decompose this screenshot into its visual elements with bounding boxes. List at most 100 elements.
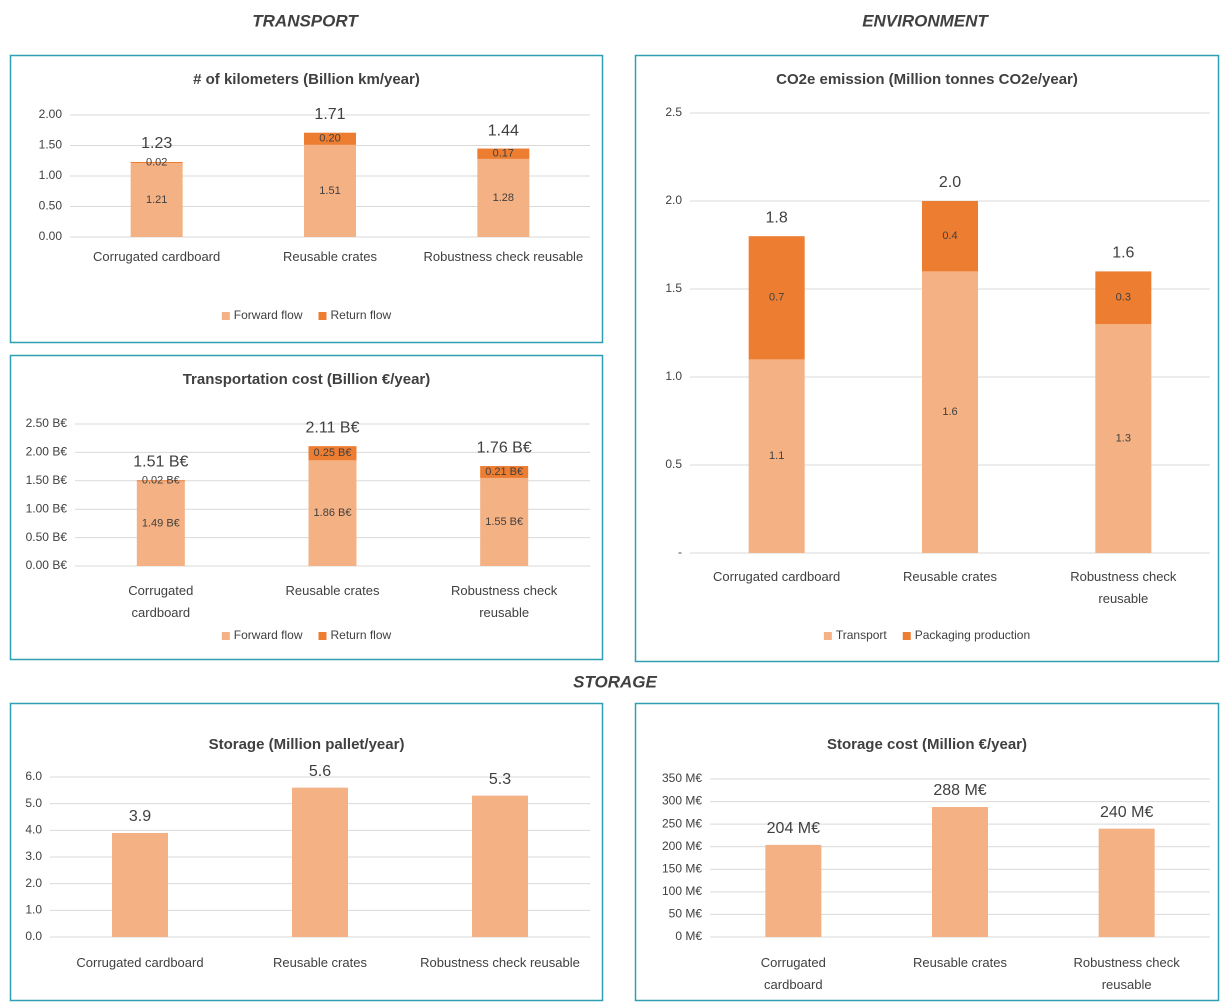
value-label: 1.55 B€ xyxy=(485,516,523,528)
value-label: 1.49 B€ xyxy=(142,518,180,530)
chart-title: Storage (Million pallet/year) xyxy=(209,736,405,753)
value-label: 0.21 B€ xyxy=(485,466,523,478)
x-tick-label: Robustness check reusable xyxy=(420,955,580,970)
x-tick-label-box: Corrugated cardboard xyxy=(76,955,204,970)
y-tick-label: 1.50 B€ xyxy=(26,473,68,487)
section-heading: TRANSPORT xyxy=(252,11,359,30)
value-label: 0.02 xyxy=(146,156,167,168)
y-tick-label: 2.00 xyxy=(39,107,63,121)
value-label: 204 M€ xyxy=(767,820,820,837)
bar xyxy=(292,787,348,937)
legend-label: Return flow xyxy=(330,308,391,322)
chart-title: Transportation cost (Billion €/year) xyxy=(183,371,431,388)
y-tick-label: 2.0 xyxy=(665,193,682,207)
bar-segment xyxy=(477,158,530,237)
bar-segment xyxy=(1095,324,1152,553)
value-label: 0.17 xyxy=(493,148,514,160)
x-tick-label-box: Corrugated cardboard xyxy=(713,569,841,584)
bar-segment xyxy=(308,446,357,461)
x-tick-label: Robustness check reusable xyxy=(1070,569,1177,606)
y-tick-label: 0.00 xyxy=(39,229,63,243)
x-tick-label: Corrugated cardboard xyxy=(713,569,841,584)
legend-swatch xyxy=(318,632,327,640)
x-tick-label: Corrugated cardboard xyxy=(76,955,204,970)
bar-segment xyxy=(136,481,185,566)
legend-swatch xyxy=(221,632,230,640)
value-label: 5.3 xyxy=(489,771,511,788)
bar-segment xyxy=(1095,271,1152,325)
bar-segment xyxy=(748,359,805,553)
bar-segment xyxy=(922,271,978,553)
total-label: 1.71 xyxy=(314,106,345,123)
legend: Forward flow Return flow xyxy=(221,628,392,642)
x-tick-label-box: Robustness check reusable xyxy=(1070,569,1177,606)
x-tick-label-box: Robustness check reusable xyxy=(423,249,584,264)
value-label: 1.1 xyxy=(769,450,784,462)
x-tick-label-box: Reusable crates xyxy=(913,955,1007,970)
value-label: 0.25 B€ xyxy=(314,447,352,459)
bar xyxy=(112,833,168,937)
y-tick-label: 2.00 B€ xyxy=(26,445,68,459)
value-label: 0.4 xyxy=(942,230,957,242)
y-tick-label: 2.5 xyxy=(665,105,682,119)
total-label: 2.11 B€ xyxy=(306,419,360,436)
value-label: 0.3 xyxy=(1116,292,1131,304)
bar-segment xyxy=(304,144,356,237)
x-tick-label-box: Robustness check reusable xyxy=(451,583,557,620)
bar xyxy=(472,795,528,937)
y-tick-label: 0.5 xyxy=(665,457,682,471)
y-tick-label: 0.50 B€ xyxy=(26,530,68,544)
y-tick-label: 1.00 xyxy=(39,168,63,182)
legend-label: Transport xyxy=(836,628,888,642)
y-tick-label: 3.0 xyxy=(25,849,42,863)
y-tick-label: 5.0 xyxy=(25,796,42,810)
y-tick-label: 350 M€ xyxy=(662,771,702,785)
bar-segment xyxy=(480,466,529,478)
y-tick-label: 0.00 B€ xyxy=(26,558,68,572)
y-tick-label: 1.00 B€ xyxy=(26,501,68,515)
total-label: 2.0 xyxy=(939,174,961,191)
x-tick-label: Reusable crates xyxy=(273,955,367,970)
legend-swatch xyxy=(823,632,832,640)
chart-title: Storage cost (Million €/year) xyxy=(827,736,1027,753)
total-label: 1.51 B€ xyxy=(133,453,188,470)
x-tick-label: Reusable crates xyxy=(283,249,377,264)
y-tick-label: 2.50 B€ xyxy=(26,416,68,430)
x-tick-label-box: Corrugated cardboard xyxy=(128,583,193,620)
bar-segment xyxy=(477,148,530,159)
legend-label: Return flow xyxy=(330,628,391,642)
y-tick-label: 0.0 xyxy=(25,929,42,943)
legend: Transport Packaging production xyxy=(823,628,1030,642)
x-tick-label: Robustness check reusable xyxy=(1073,955,1180,992)
legend-label: Forward flow xyxy=(234,628,303,642)
value-label: 1.51 xyxy=(319,185,340,197)
value-label: 1.6 xyxy=(942,406,957,418)
bar-segment xyxy=(130,161,183,164)
y-tick-label: 150 M€ xyxy=(662,861,702,875)
bar-segment xyxy=(480,477,529,566)
bar-segment xyxy=(748,236,805,360)
x-tick-label: Robustness check reusable xyxy=(423,249,584,264)
legend-label: Forward flow xyxy=(234,308,303,322)
y-tick-label: 0 M€ xyxy=(675,929,702,943)
y-tick-label: 250 M€ xyxy=(662,816,702,830)
legend: Forward flow Return flow xyxy=(221,308,392,322)
value-label: 288 M€ xyxy=(933,782,986,799)
y-tick-label: 2.0 xyxy=(25,876,42,890)
value-label: 5.6 xyxy=(309,763,331,780)
legend-swatch xyxy=(902,632,911,640)
legend-swatch xyxy=(221,312,230,320)
x-tick-label-box: Robustness check reusable xyxy=(1073,955,1180,992)
total-label: 1.8 xyxy=(766,209,788,226)
value-label: 1.28 xyxy=(493,192,514,204)
y-tick-label: 1.5 xyxy=(665,281,682,295)
bar-segment xyxy=(308,460,357,566)
total-label: 1.44 xyxy=(488,122,519,139)
value-label: 0.7 xyxy=(769,292,784,304)
y-tick-label: 4.0 xyxy=(25,823,42,837)
x-tick-label-box: Corrugated cardboard xyxy=(761,955,826,992)
total-label: 1.76 B€ xyxy=(477,439,532,456)
bar-segment xyxy=(130,163,183,237)
